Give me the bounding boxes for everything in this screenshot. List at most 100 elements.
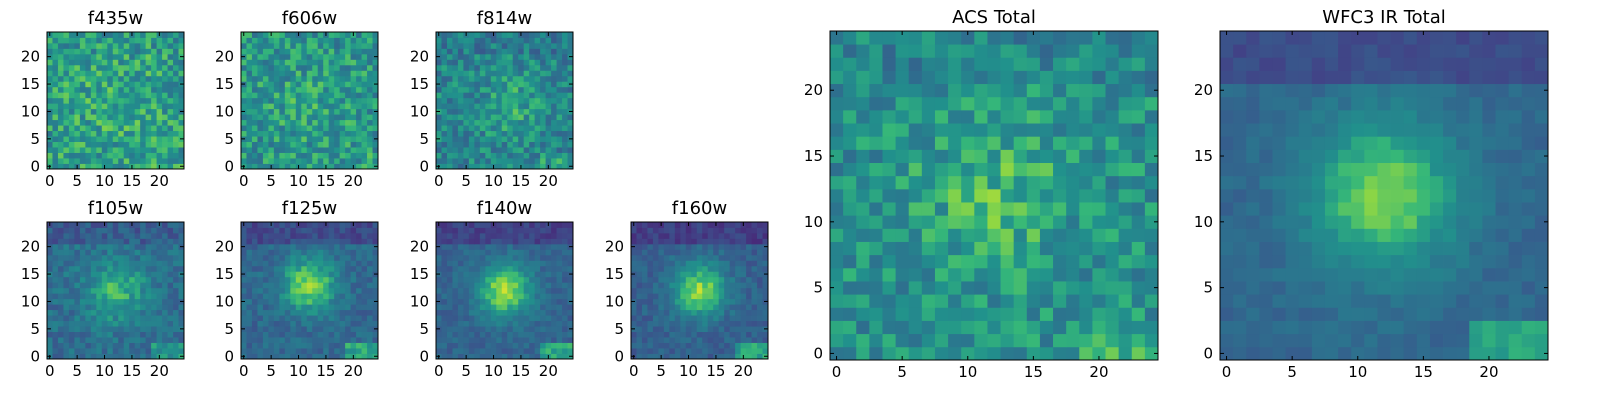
heatmap-cell bbox=[647, 243, 654, 250]
heatmap-cell bbox=[79, 232, 86, 239]
heatmap-cell bbox=[350, 271, 357, 278]
heatmap-cell bbox=[1144, 267, 1159, 282]
heatmap-cell bbox=[90, 42, 97, 49]
heatmap-cell bbox=[134, 222, 141, 228]
heatmap-cell bbox=[47, 282, 53, 289]
heatmap-cell bbox=[367, 315, 373, 322]
heatmap-cell bbox=[251, 265, 258, 272]
heatmap-cell bbox=[567, 59, 574, 66]
heatmap-cell bbox=[140, 53, 147, 60]
heatmap-cell bbox=[523, 147, 530, 153]
heatmap-cell bbox=[540, 304, 546, 311]
heatmap-cell bbox=[57, 108, 64, 115]
heatmap-cell bbox=[556, 70, 563, 77]
heatmap-cell bbox=[523, 92, 530, 99]
heatmap-cell bbox=[652, 227, 659, 234]
heatmap-cell bbox=[90, 48, 97, 55]
heatmap-cell bbox=[145, 287, 152, 294]
heatmap-cell bbox=[685, 260, 692, 267]
heatmap-cell bbox=[101, 331, 108, 338]
heatmap-cell bbox=[63, 48, 70, 55]
heatmap-cell bbox=[257, 37, 264, 44]
heatmap-cell bbox=[356, 315, 362, 322]
heatmap-cell bbox=[551, 232, 557, 239]
heatmap-cell bbox=[167, 249, 174, 256]
heatmap-cell bbox=[485, 227, 492, 234]
heatmap-cell bbox=[246, 243, 253, 250]
heatmap-cell bbox=[485, 348, 492, 354]
heatmap-cell bbox=[246, 97, 253, 104]
heatmap-cell bbox=[96, 70, 103, 77]
heatmap-cell bbox=[301, 298, 308, 305]
heatmap-cell bbox=[96, 108, 103, 115]
heatmap-cell bbox=[112, 32, 119, 38]
heatmap-cell bbox=[523, 108, 530, 115]
heatmap-cell bbox=[1039, 202, 1054, 216]
heatmap-cell bbox=[691, 309, 698, 316]
heatmap-cell bbox=[317, 331, 324, 338]
heatmap-cell bbox=[496, 141, 503, 148]
heatmap-cell bbox=[641, 320, 648, 327]
y-tick-label: 20 bbox=[410, 238, 429, 256]
heatmap-cell bbox=[934, 281, 949, 295]
heatmap-cell bbox=[496, 92, 503, 99]
heatmap-cell bbox=[68, 147, 75, 153]
heatmap-cell bbox=[856, 267, 870, 282]
heatmap-cell bbox=[268, 260, 275, 267]
heatmap-cell bbox=[52, 42, 59, 49]
x-tick-label: 5 bbox=[72, 172, 82, 190]
heatmap-cell bbox=[241, 92, 247, 99]
heatmap-cell bbox=[361, 114, 368, 121]
heatmap-cell bbox=[173, 249, 179, 256]
heatmap-cell bbox=[707, 265, 714, 272]
heatmap-cell bbox=[843, 267, 857, 282]
heatmap-cell bbox=[685, 304, 692, 311]
heatmap-cell bbox=[79, 75, 86, 82]
heatmap-cell bbox=[1013, 162, 1028, 177]
heatmap-cell bbox=[90, 108, 97, 115]
heatmap-cell bbox=[457, 298, 464, 305]
heatmap-cell bbox=[1144, 346, 1159, 361]
heatmap-cell bbox=[674, 353, 681, 360]
heatmap-cell bbox=[290, 53, 297, 60]
heatmap-cell bbox=[251, 320, 258, 327]
y-tick-label: 15 bbox=[215, 75, 234, 93]
heatmap-cell bbox=[167, 136, 174, 142]
heatmap-cell bbox=[156, 309, 163, 316]
heatmap-cell bbox=[562, 293, 568, 300]
heatmap-cell bbox=[173, 37, 179, 44]
heatmap-cell bbox=[452, 42, 459, 49]
heatmap-cell bbox=[474, 348, 481, 354]
heatmap-cell bbox=[145, 337, 152, 343]
heatmap-cell bbox=[301, 326, 308, 332]
heatmap-cell bbox=[90, 92, 97, 99]
heatmap-cell bbox=[534, 326, 541, 332]
heatmap-cell bbox=[452, 59, 459, 66]
heatmap-cell bbox=[490, 315, 497, 322]
heatmap-cell bbox=[367, 348, 373, 354]
heatmap-cell bbox=[961, 294, 975, 308]
heatmap-cell bbox=[468, 136, 475, 142]
y-tick-label: 5 bbox=[30, 130, 40, 148]
heatmap-cell bbox=[652, 260, 659, 267]
heatmap-cell bbox=[107, 315, 114, 322]
heatmap-cell bbox=[490, 136, 497, 142]
heatmap-cell bbox=[518, 59, 525, 66]
heatmap-cell bbox=[507, 163, 514, 170]
heatmap-cell bbox=[446, 103, 453, 110]
heatmap-cell bbox=[507, 81, 514, 88]
heatmap-cell bbox=[257, 298, 264, 305]
heatmap-cell bbox=[545, 70, 552, 77]
heatmap-cell bbox=[262, 64, 269, 71]
heatmap-cell bbox=[1026, 162, 1041, 177]
heatmap-cell bbox=[173, 125, 179, 132]
heatmap-cell bbox=[162, 287, 168, 294]
heatmap-cell bbox=[112, 304, 119, 311]
heatmap-cell bbox=[501, 293, 508, 300]
heatmap-cell bbox=[345, 326, 351, 332]
heatmap-cell bbox=[79, 304, 86, 311]
heatmap-cell bbox=[551, 326, 557, 332]
heatmap-cell bbox=[961, 254, 975, 269]
heatmap-cell bbox=[101, 97, 108, 104]
heatmap-cell bbox=[118, 136, 125, 142]
